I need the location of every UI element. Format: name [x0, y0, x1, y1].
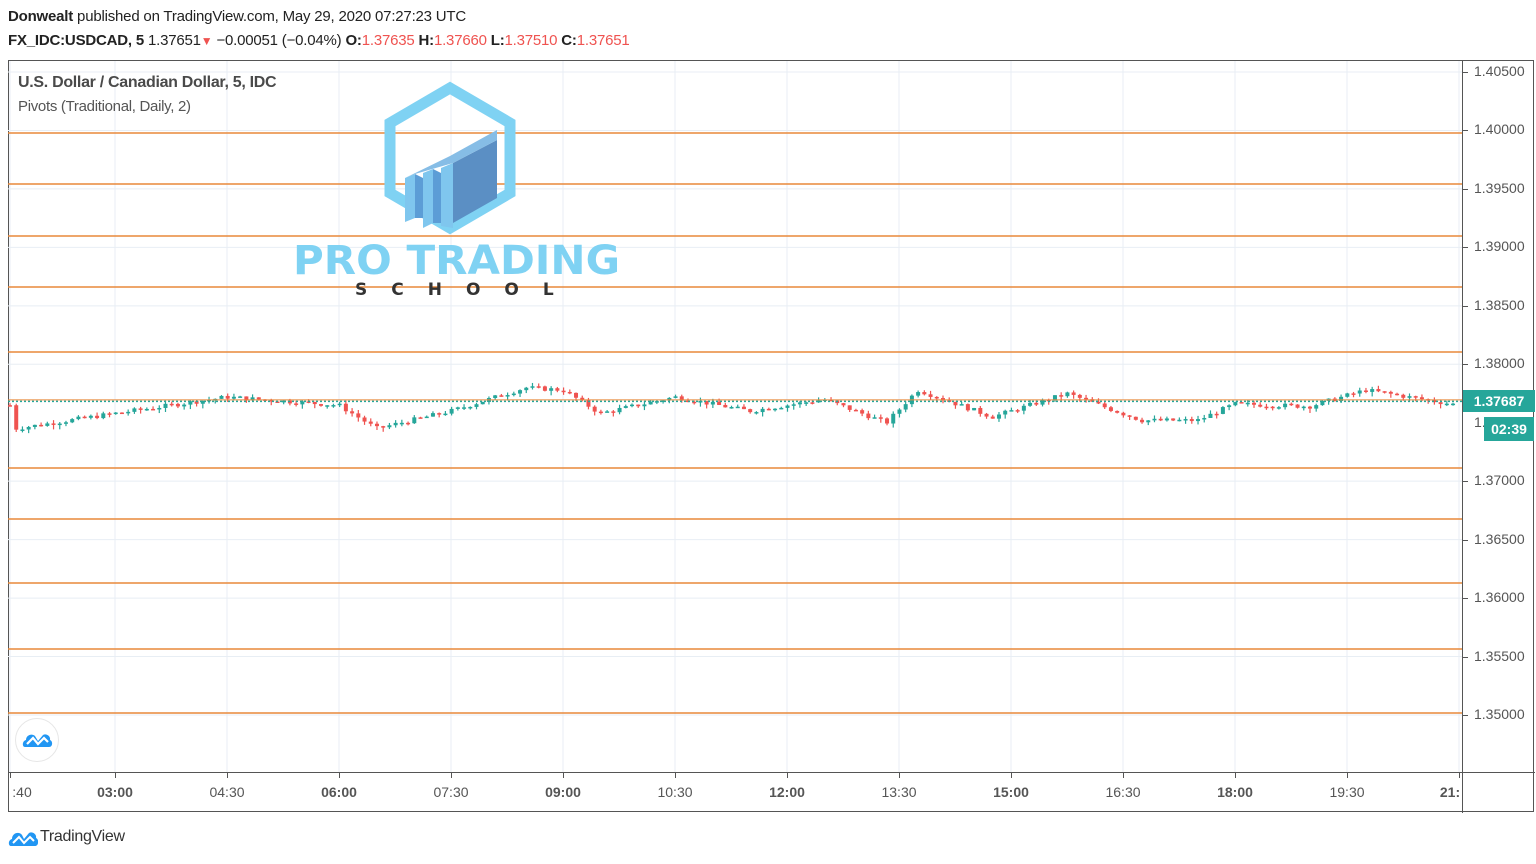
- time-label: 21:: [1439, 784, 1461, 800]
- time-tick: [563, 772, 564, 778]
- time-label: 04:30: [209, 784, 245, 800]
- watermark-subtitle: SCHOOL: [355, 280, 578, 300]
- time-tick: [899, 772, 900, 778]
- time-tick: [675, 772, 676, 778]
- close-value: 1.37651: [576, 32, 630, 49]
- tradingview-footer-icon: [8, 832, 38, 846]
- time-label: 10:30: [657, 784, 693, 800]
- price-label: 1.36000: [1474, 589, 1525, 606]
- time-label: 07:30: [433, 784, 469, 800]
- down-triangle-icon: ▼: [200, 34, 213, 48]
- candlestick-chart: [8, 61, 1462, 772]
- time-tick: [339, 772, 340, 778]
- price-tick: [1462, 656, 1468, 658]
- close-label: C:: [561, 32, 577, 49]
- series-legend-title[interactable]: U.S. Dollar / Canadian Dollar, 5, IDC: [18, 74, 277, 91]
- tradingview-icon: [22, 734, 53, 747]
- open-label: O:: [345, 32, 362, 49]
- price-tick: [1462, 598, 1468, 600]
- time-tick: [1459, 772, 1460, 778]
- price-label: 1.39500: [1474, 179, 1525, 196]
- price-change: −0.00051 (−0.04%): [216, 32, 342, 49]
- time-tick: [115, 772, 116, 778]
- time-label: 09:00: [545, 784, 581, 800]
- price-label: 1.38500: [1474, 296, 1525, 313]
- time-label: 16:30: [1105, 784, 1141, 800]
- time-tick: [10, 772, 11, 778]
- time-tick: [1123, 772, 1124, 778]
- price-tick: [1462, 481, 1468, 483]
- time-label: 13:30: [881, 784, 917, 800]
- low-value: 1.37510: [504, 32, 558, 49]
- bar-countdown-badge: 02:39: [1484, 417, 1534, 441]
- time-tick: [227, 772, 228, 778]
- low-label: L:: [490, 32, 505, 49]
- time-label: 06:00: [321, 784, 357, 800]
- watermark-title: PRO TRADING: [293, 238, 621, 284]
- time-label: 12:00: [769, 784, 805, 800]
- time-label: 15:00: [993, 784, 1029, 800]
- publish-info: Donwealt published on TradingView.com, M…: [8, 8, 466, 25]
- chart-plot-area[interactable]: [8, 61, 1462, 772]
- axis-corner: [1462, 772, 1535, 813]
- time-label: 03:00: [97, 784, 133, 800]
- price-label: 1.40000: [1474, 121, 1525, 138]
- time-tick: [1347, 772, 1348, 778]
- time-label: 18:00: [1217, 784, 1253, 800]
- time-label: 19:30: [1329, 784, 1365, 800]
- price-label: 1.37000: [1474, 472, 1525, 489]
- open-value: 1.37635: [361, 32, 415, 49]
- indicator-legend[interactable]: Pivots (Traditional, Daily, 2): [18, 98, 191, 115]
- price-label: 1.35000: [1474, 706, 1525, 722]
- price-label: 1.39000: [1474, 238, 1525, 255]
- last-price: 1.37651: [147, 32, 201, 49]
- symbol-name: FX_IDC:USDCAD, 5: [8, 32, 144, 49]
- tradingview-logo-button[interactable]: [15, 718, 59, 762]
- high-label: H:: [418, 32, 435, 49]
- price-tick: [1462, 130, 1468, 132]
- time-tick: [787, 772, 788, 778]
- price-axis[interactable]: [1462, 61, 1536, 772]
- symbol-info: FX_IDC:USDCAD, 5 1.37651▼ −0.00051 (−0.0…: [8, 32, 630, 49]
- time-axis[interactable]: [8, 772, 1462, 813]
- price-tick: [1462, 72, 1468, 73]
- time-tick: [451, 772, 452, 778]
- time-tick: [1011, 772, 1012, 778]
- price-label: 1.40500: [1474, 63, 1525, 79]
- price-tick: [1462, 364, 1468, 366]
- price-tick: [1462, 247, 1468, 249]
- time-label: :40: [12, 784, 32, 800]
- hidden-price-label: 1.: [1474, 414, 1486, 430]
- pro-trading-school-logo: [384, 81, 516, 235]
- price-tick: [1462, 539, 1468, 541]
- author-name[interactable]: Donwealt: [8, 8, 74, 25]
- current-price-badge: 1.37687: [1463, 390, 1535, 412]
- price-label: 1.35500: [1474, 647, 1525, 664]
- price-label: 1.38000: [1474, 355, 1525, 372]
- tradingview-brand[interactable]: TradingView: [40, 828, 125, 845]
- publish-text: published on TradingView.com, May 29, 20…: [73, 8, 467, 25]
- price-label: 1.36500: [1474, 530, 1525, 547]
- high-value: 1.37660: [433, 32, 487, 49]
- price-tick: [1462, 715, 1468, 716]
- price-tick: [1462, 188, 1468, 190]
- price-tick: [1462, 305, 1468, 307]
- time-tick: [1235, 772, 1236, 778]
